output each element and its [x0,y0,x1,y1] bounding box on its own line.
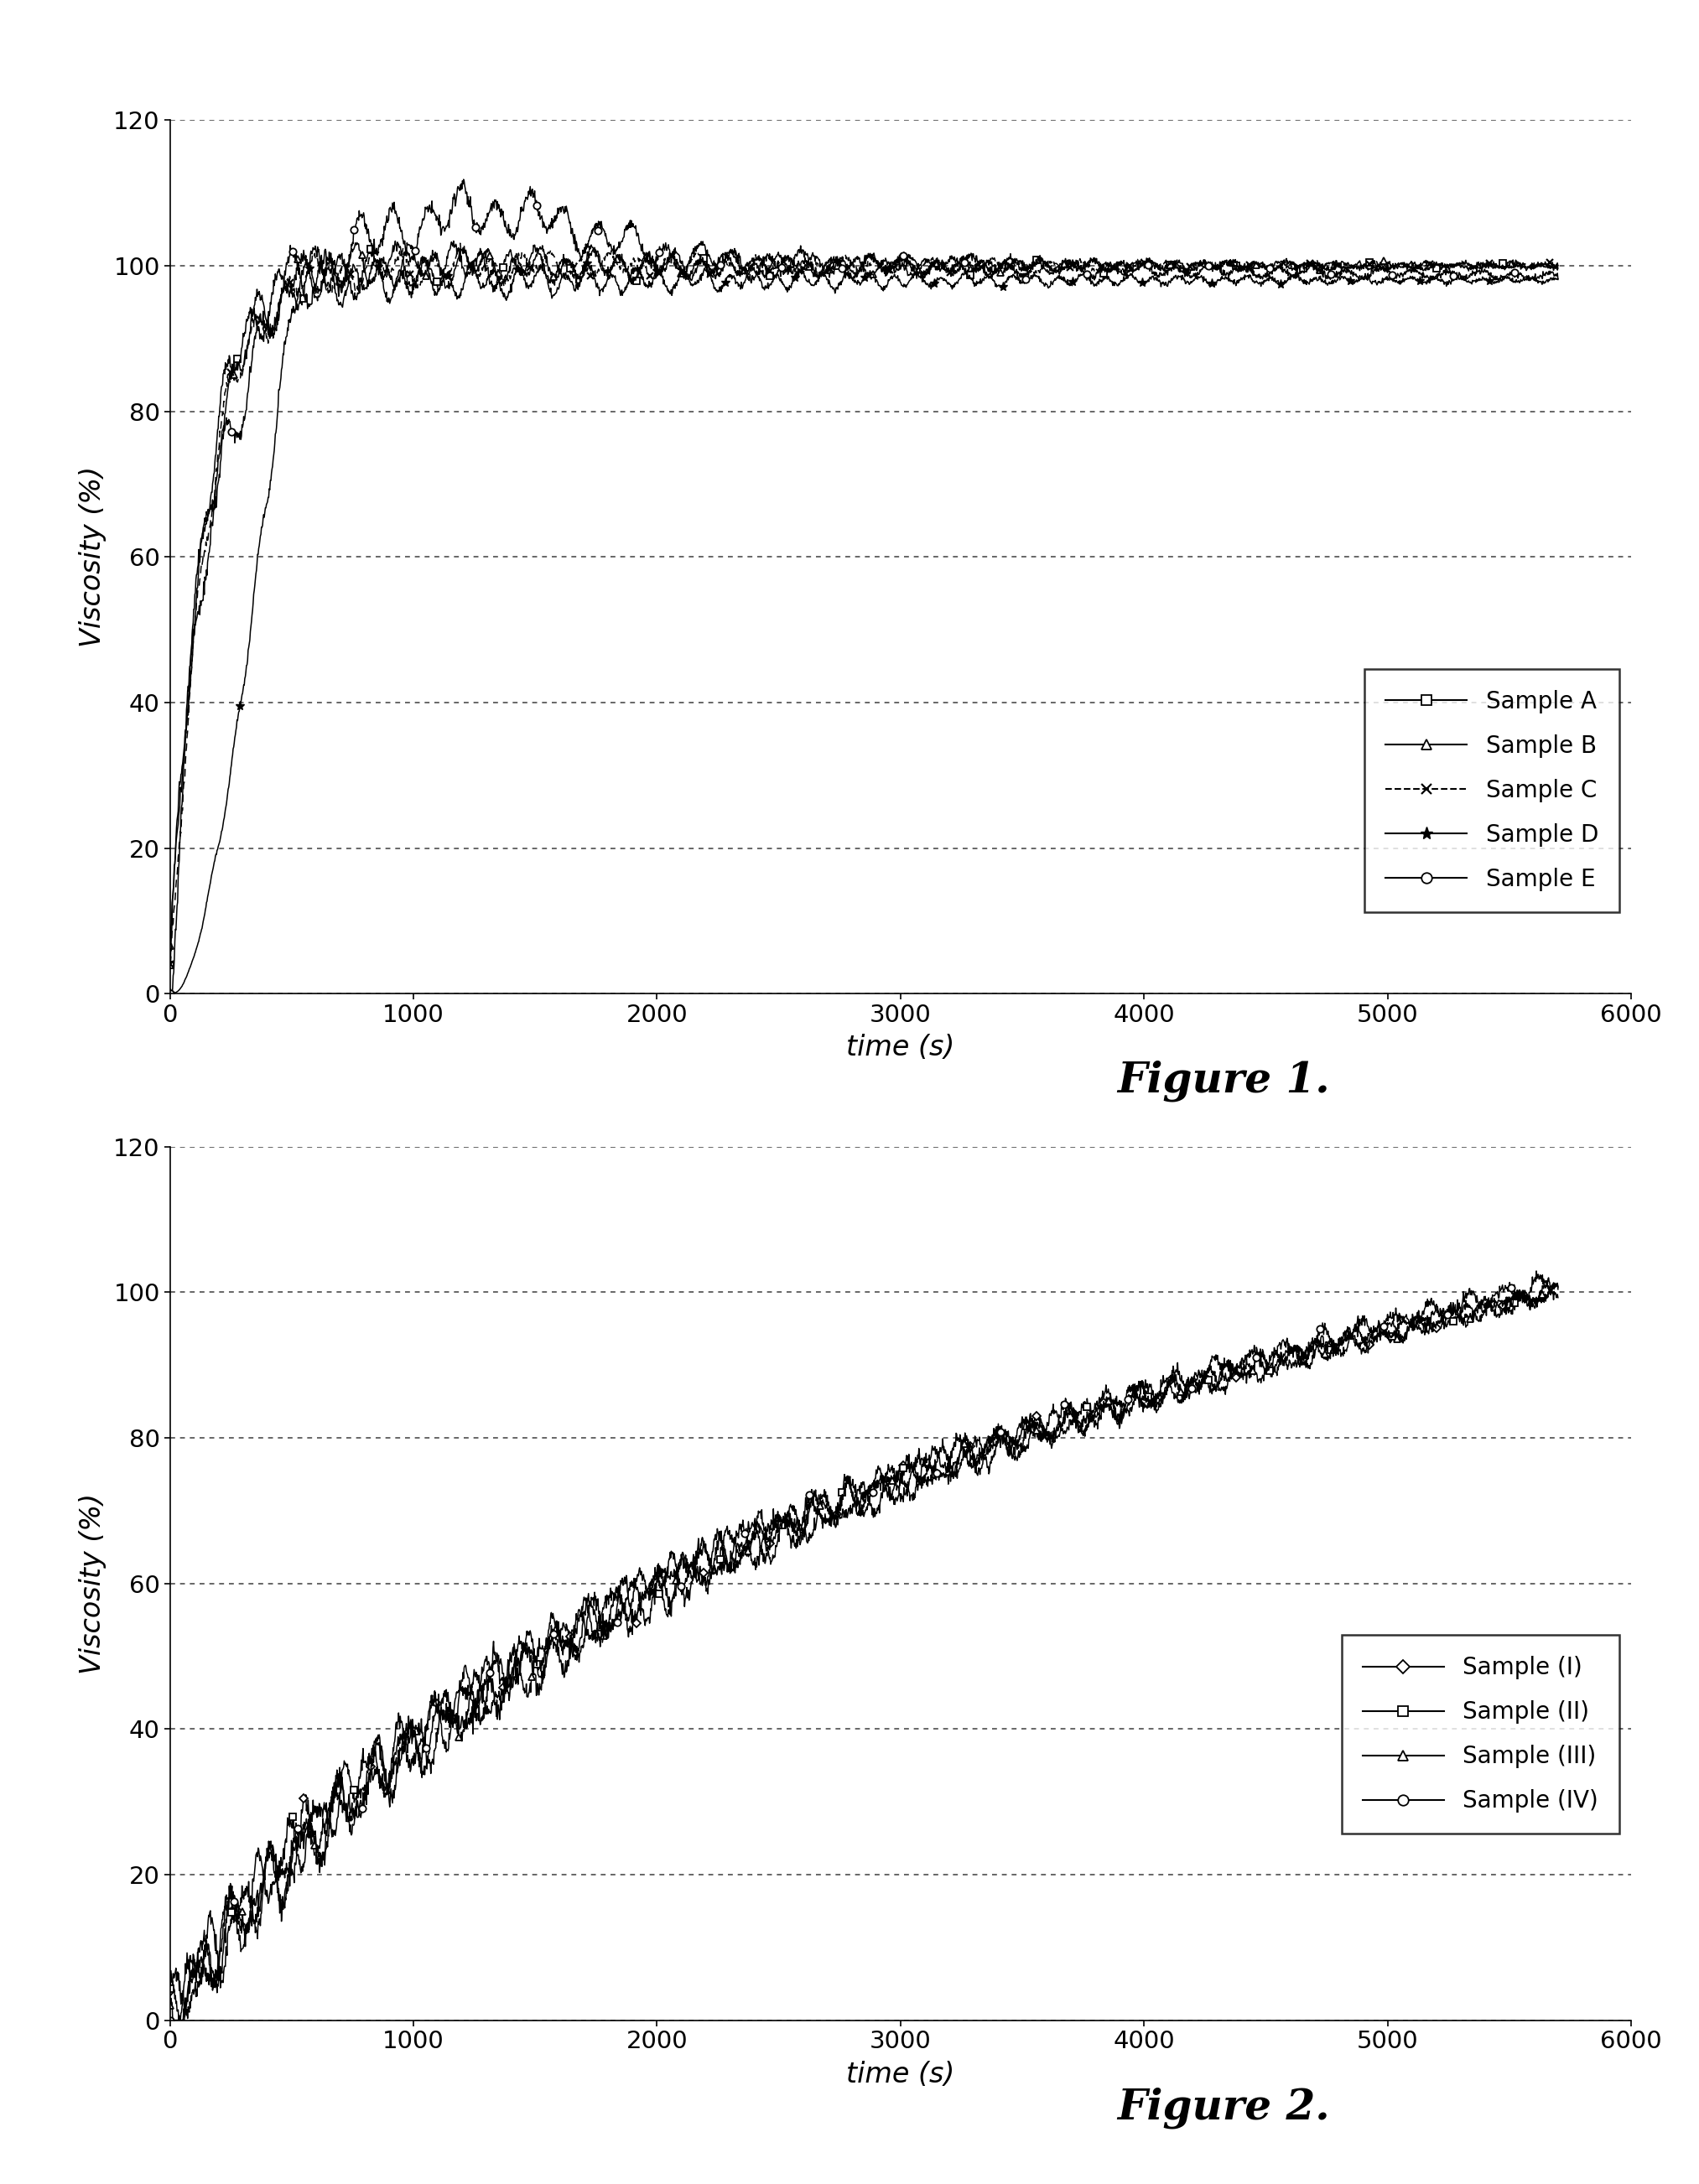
Y-axis label: Viscosity (%): Viscosity (%) [78,467,107,646]
X-axis label: time (s): time (s) [846,1033,955,1061]
Text: Figure 2.: Figure 2. [1116,2086,1330,2129]
Y-axis label: Viscosity (%): Viscosity (%) [78,1494,107,1673]
Legend: Sample (I), Sample (II), Sample (III), Sample (IV): Sample (I), Sample (II), Sample (III), S… [1342,1636,1619,1835]
Text: Figure 1.: Figure 1. [1116,1059,1330,1103]
X-axis label: time (s): time (s) [846,2060,955,2088]
Legend: Sample A, Sample B, Sample C, Sample D, Sample E: Sample A, Sample B, Sample C, Sample D, … [1364,668,1619,913]
